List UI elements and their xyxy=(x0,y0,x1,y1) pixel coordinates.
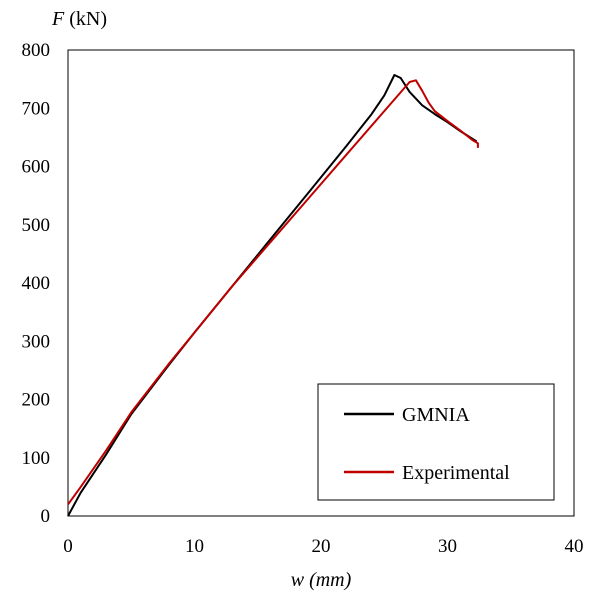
y-axis-ticks: 0 100 200 300 400 500 600 700 800 xyxy=(22,40,51,527)
y-axis-symbol: F xyxy=(51,8,65,30)
y-tick-label: 0 xyxy=(41,506,51,527)
x-tick-label: 20 xyxy=(312,536,331,557)
series-line-experimental xyxy=(67,79,479,505)
x-axis-ticks: 0 10 20 30 40 xyxy=(63,536,583,557)
y-axis-unit: (kN) xyxy=(64,8,107,30)
x-axis-unit: (mm) xyxy=(304,569,352,591)
y-axis-title: F (kN) xyxy=(51,8,107,30)
y-tick-label: 500 xyxy=(22,215,51,236)
legend-label-experimental: Experimental xyxy=(402,462,510,484)
series-layer xyxy=(67,74,479,517)
x-axis-symbol: w xyxy=(291,569,305,591)
x-axis-title: w (mm) xyxy=(291,569,352,591)
x-tick-label: 40 xyxy=(565,536,584,557)
y-tick-label: 200 xyxy=(22,390,51,411)
y-tick-label: 800 xyxy=(22,40,51,61)
legend-box xyxy=(317,383,555,501)
x-tick-label: 30 xyxy=(438,536,457,557)
y-tick-label: 600 xyxy=(22,157,51,178)
y-tick-label: 400 xyxy=(22,273,51,294)
legend-label-gmnia: GMNIA xyxy=(402,404,470,426)
plot-area xyxy=(67,49,575,517)
x-tick-label: 10 xyxy=(185,536,204,557)
y-tick-label: 700 xyxy=(22,98,51,119)
legend: GMNIA Experimental xyxy=(317,383,555,501)
y-tick-label: 100 xyxy=(22,448,51,469)
y-tick-label: 300 xyxy=(22,331,51,352)
x-tick-label: 0 xyxy=(63,536,73,557)
series-line-gmnia xyxy=(67,74,478,517)
